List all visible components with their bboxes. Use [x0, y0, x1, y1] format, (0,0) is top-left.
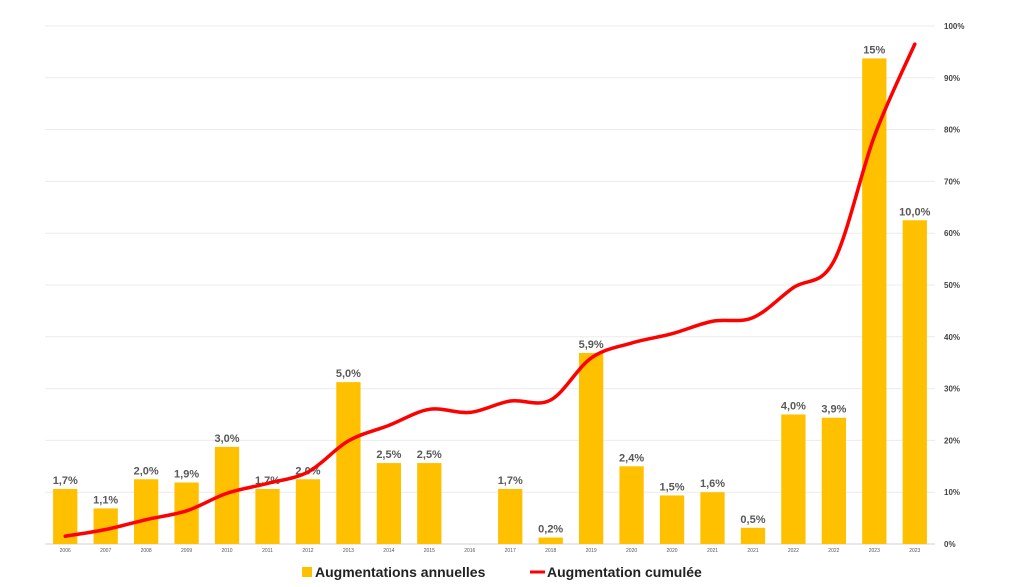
bar — [579, 352, 604, 544]
x-tick-label: 2008 — [141, 548, 152, 554]
bar — [255, 488, 280, 544]
bar-data-label: 2,5% — [417, 449, 442, 461]
x-tick-label: 2013 — [343, 548, 354, 554]
x-tick-label: 2006 — [60, 548, 71, 554]
bar-data-label: 1,9% — [174, 468, 199, 480]
x-tick-label: 2020 — [626, 548, 637, 554]
bar — [862, 58, 887, 544]
bar-data-label: 4,0% — [781, 401, 806, 413]
bar-data-label: 2,0% — [134, 465, 159, 477]
legend: Augmentations annuelles Augmentation cum… — [302, 564, 702, 580]
bar-data-label: 3,0% — [215, 433, 240, 445]
bar-data-label: 10,0% — [899, 206, 930, 218]
bar-data-label: 5,0% — [336, 368, 361, 380]
bar-series — [53, 58, 927, 544]
bar — [376, 463, 401, 544]
bar-data-label: 2,5% — [376, 449, 401, 461]
bar — [295, 479, 321, 544]
bar-data-label: 1,6% — [700, 478, 725, 490]
x-tick-label: 2022 — [788, 548, 799, 554]
bar — [902, 220, 927, 544]
bar-data-labels: 1,7%1,1%2,0% 1,9%3,0%1,7%2,0%5,0%2,5% 2,5%… — [53, 44, 931, 535]
y-tick-label: 100% — [944, 22, 964, 31]
line-series — [63, 42, 917, 538]
bar-data-label: 1,1% — [93, 494, 118, 506]
x-tick-label: 2009 — [181, 548, 192, 554]
y-tick-label: 0% — [944, 540, 956, 549]
y-tick-label: 60% — [944, 229, 960, 238]
x-tick-label: 2007 — [100, 548, 111, 554]
x-axis-ticks: 2006 2007 2008 2009 2010 2011 2012 2013 2014 2015… — [60, 548, 921, 554]
bar — [740, 527, 766, 544]
bar — [336, 382, 361, 544]
x-tick-label: 2011 — [262, 548, 273, 554]
x-tick-label: 2016 — [464, 548, 475, 554]
bar-data-label: 0,2% — [538, 524, 563, 536]
bar — [700, 492, 725, 544]
bar — [781, 414, 806, 544]
y-axis-right-ticks: 0% 10% 20% 30% 40% 50% 60% 70% 80% 90% 100% — [944, 22, 964, 549]
cumulative-line — [63, 42, 917, 538]
bar-data-label: 1,5% — [660, 481, 685, 493]
legend-label-bars: Augmentations annuelles — [315, 564, 486, 580]
bar — [821, 417, 846, 544]
x-tick-label: 2014 — [383, 548, 394, 554]
x-tick-label: 2021 — [747, 548, 758, 554]
bar — [619, 466, 644, 544]
y-tick-label: 10% — [944, 488, 960, 497]
x-tick-label: 2020 — [666, 548, 677, 554]
bar — [498, 488, 523, 544]
legend-label-line: Augmentation cumulée — [547, 564, 702, 580]
bar-data-label: 1,7% — [53, 475, 78, 487]
x-tick-label: 2010 — [221, 548, 232, 554]
bar-data-label: 0,5% — [740, 514, 765, 526]
y-tick-label: 50% — [944, 281, 960, 290]
bar — [659, 495, 685, 544]
x-tick-label: 2021 — [707, 548, 718, 554]
x-tick-label: 2022 — [828, 548, 839, 554]
y-tick-label: 30% — [944, 385, 960, 394]
bar-data-label: 1,7% — [498, 475, 523, 487]
bar-data-label: 2,4% — [619, 452, 644, 464]
bar-data-label: 5,9% — [579, 339, 604, 351]
y-tick-label: 90% — [944, 74, 960, 83]
y-tick-label: 70% — [944, 177, 960, 186]
bar-data-label: 15% — [863, 44, 885, 56]
x-tick-label: 2019 — [586, 548, 597, 554]
x-tick-label: 2017 — [505, 548, 516, 554]
y-tick-label: 80% — [944, 126, 960, 135]
x-tick-label: 2023 — [909, 548, 920, 554]
y-tick-label: 20% — [944, 436, 960, 445]
legend-swatch-bars — [302, 567, 312, 577]
bar — [417, 463, 442, 544]
y-tick-label: 40% — [944, 333, 960, 342]
x-tick-label: 2018 — [545, 548, 556, 554]
x-tick-label: 2023 — [869, 548, 880, 554]
bar-data-label: 3,9% — [821, 404, 846, 416]
x-tick-label: 2012 — [302, 548, 313, 554]
bar — [538, 537, 563, 544]
x-tick-label: 2015 — [424, 548, 435, 554]
bar — [134, 479, 159, 544]
